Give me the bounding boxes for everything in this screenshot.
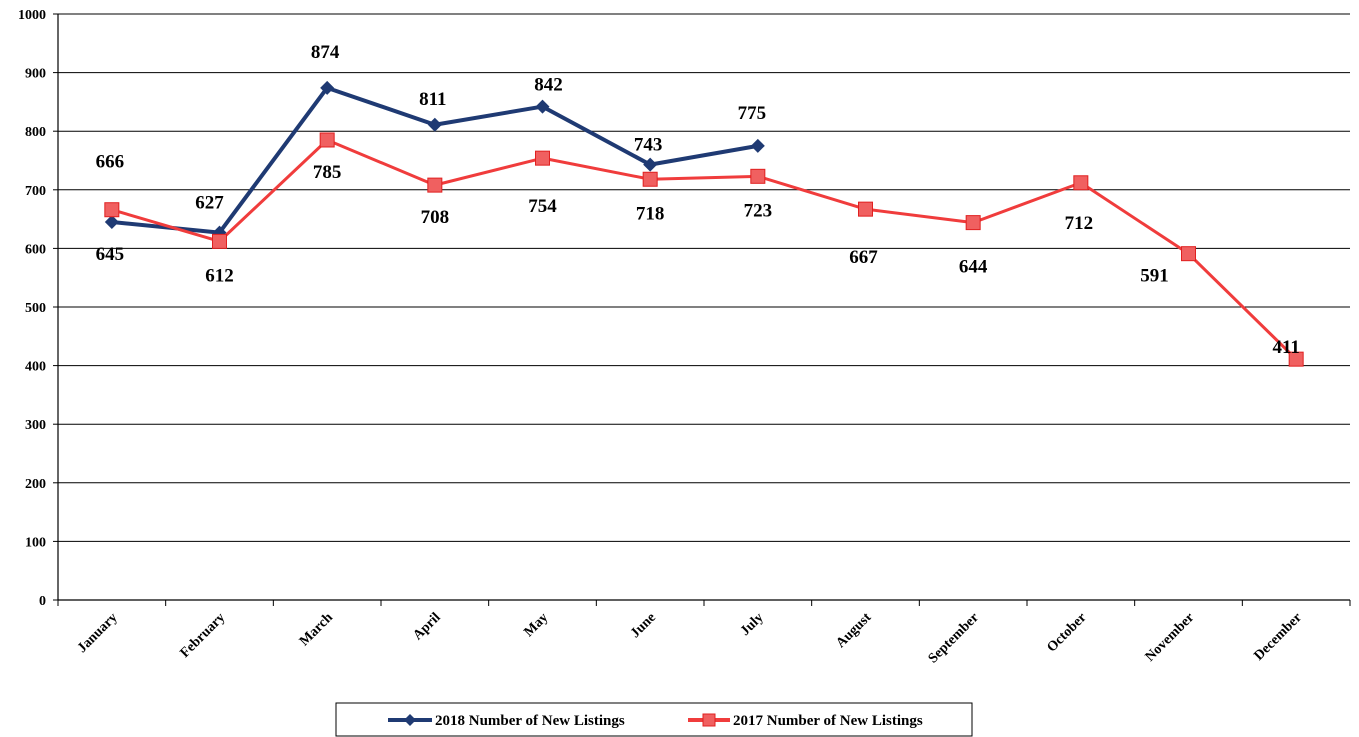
y-tick-label-700: 700	[25, 184, 46, 199]
series-1-point-1	[212, 233, 227, 249]
legend: 2018 Number of New Listings 2017 Number …	[335, 702, 973, 737]
x-tick-label-march: March	[297, 610, 336, 649]
x-tick-label-september: September	[926, 610, 982, 666]
y-tick-label-100: 100	[25, 535, 46, 550]
series	[104, 80, 1304, 367]
data-label-series-1-2: 785	[313, 162, 342, 183]
legend-swatch-2017-marker	[702, 713, 716, 727]
x-tick-label-november: November	[1143, 610, 1198, 665]
x-tick-label-december: December	[1252, 610, 1305, 663]
data-label-series-1-7: 667	[849, 247, 878, 268]
data-label-series-1-4: 754	[528, 196, 557, 217]
y-tick-label-200: 200	[25, 477, 46, 492]
data-label-series-0-6: 775	[738, 103, 767, 124]
data-labels: 645 627 874 811 842 743 775 666 612 785 708 754 718 7…	[96, 42, 1300, 358]
y-tick-label-400: 400	[25, 360, 46, 375]
y-tick-label-800: 800	[25, 125, 46, 140]
legend-label-2017: 2017 Number of New Listings	[733, 713, 923, 729]
axes	[53, 13, 1351, 606]
y-tick-label-500: 500	[25, 301, 46, 316]
data-label-series-1-8: 644	[959, 257, 988, 278]
y-tick-label-0: 0	[39, 594, 46, 609]
x-tick-label-august: August	[833, 610, 874, 651]
legend-box	[335, 702, 973, 737]
series-0-point-3	[427, 117, 442, 132]
data-label-series-1-11: 411	[1272, 337, 1299, 358]
series-line-1	[111, 138, 1298, 361]
x-axis-ticks: January February March April May June July Augu…	[75, 610, 1305, 666]
legend-swatch-2018-marker	[404, 714, 416, 726]
y-tick-label-900: 900	[25, 67, 46, 82]
series-0-point-2	[320, 80, 335, 95]
data-label-series-1-6: 723	[744, 200, 773, 221]
data-label-series-0-3: 811	[419, 89, 446, 110]
y-tick-label-600: 600	[25, 242, 46, 257]
x-tick-label-july: July	[738, 610, 767, 639]
y-tick-label-300: 300	[25, 418, 46, 433]
series-1-point-8	[965, 215, 981, 231]
x-tick-label-june: June	[628, 610, 659, 641]
data-label-series-1-1: 612	[205, 265, 234, 286]
series-1-point-9	[1073, 175, 1089, 191]
y-tick-label-1000: 1000	[18, 8, 46, 23]
x-tick-label-may: May	[521, 610, 551, 640]
x-tick-label-october: October	[1044, 610, 1089, 655]
y-axis-ticks: 0 100 200 300 400 500 600 700 800 900 1000	[18, 8, 46, 609]
data-label-series-0-1: 627	[195, 193, 224, 214]
x-tick-label-january: January	[75, 610, 121, 656]
data-label-series-1-10: 591	[1140, 266, 1169, 287]
series-0-point-5	[643, 157, 658, 172]
series-0-point-4	[535, 99, 550, 114]
legend-label-2018: 2018 Number of New Listings	[435, 713, 625, 729]
series-0-point-0	[104, 215, 119, 230]
series-1-point-5	[642, 171, 658, 187]
series-1-point-0	[104, 202, 120, 218]
series-1-point-7	[858, 201, 873, 217]
series-1-point-2	[319, 132, 335, 148]
x-tick-label-april: April	[411, 610, 444, 643]
data-label-series-1-0: 666	[96, 152, 125, 173]
series-1-point-3	[427, 177, 443, 193]
data-label-series-1-3: 708	[421, 207, 450, 228]
x-tick-label-february: February	[178, 610, 229, 661]
data-label-series-0-4: 842	[534, 75, 563, 96]
series-1-point-11	[1288, 351, 1304, 367]
data-label-series-1-5: 718	[636, 203, 665, 224]
series-1-point-6	[750, 168, 766, 184]
series-0-point-6	[750, 138, 765, 153]
data-label-series-0-0: 645	[96, 244, 125, 265]
data-label-series-1-9: 712	[1065, 213, 1094, 234]
series-1-point-10	[1181, 246, 1196, 262]
data-label-series-0-2: 874	[311, 42, 340, 63]
series-1-point-4	[535, 150, 550, 166]
data-label-series-0-5: 743	[634, 135, 663, 156]
